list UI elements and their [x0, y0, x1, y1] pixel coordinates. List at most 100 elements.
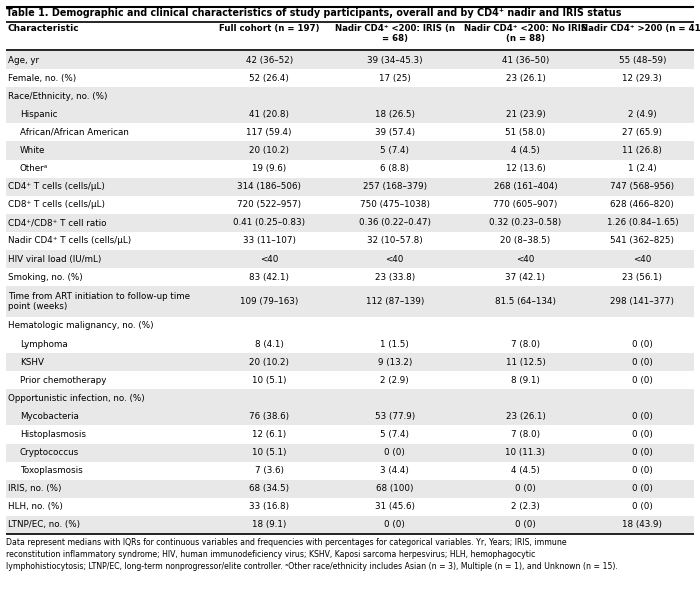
- Text: Smoking, no. (%): Smoking, no. (%): [8, 273, 83, 282]
- Bar: [6, 178, 694, 195]
- Text: 51 (58.0): 51 (58.0): [505, 128, 545, 137]
- Text: 5 (7.4): 5 (7.4): [380, 430, 410, 439]
- Text: 0 (0): 0 (0): [515, 520, 536, 529]
- Text: 0 (0): 0 (0): [632, 448, 653, 457]
- Text: 76 (38.6): 76 (38.6): [249, 412, 289, 421]
- Bar: [6, 250, 694, 268]
- Text: Race/Ethnicity, no. (%): Race/Ethnicity, no. (%): [8, 92, 108, 101]
- Text: 23 (26.1): 23 (26.1): [505, 73, 545, 83]
- Text: 1.26 (0.84–1.65): 1.26 (0.84–1.65): [606, 219, 678, 228]
- Text: 112 (87–139): 112 (87–139): [365, 297, 424, 306]
- Text: 41 (20.8): 41 (20.8): [249, 110, 289, 119]
- Text: 720 (522–957): 720 (522–957): [237, 200, 301, 209]
- Text: <40: <40: [517, 254, 535, 263]
- Text: 7 (8.0): 7 (8.0): [511, 430, 540, 439]
- Text: 7 (8.0): 7 (8.0): [511, 339, 540, 348]
- Text: 10 (11.3): 10 (11.3): [505, 448, 545, 457]
- Text: 109 (79–163): 109 (79–163): [240, 297, 298, 306]
- Text: 20 (8–38.5): 20 (8–38.5): [500, 237, 551, 245]
- Text: Full cohort (n = 197): Full cohort (n = 197): [219, 24, 319, 33]
- Text: Hispanic: Hispanic: [20, 110, 57, 119]
- Text: Opportunistic infection, no. (%): Opportunistic infection, no. (%): [8, 394, 145, 403]
- Text: Cryptococcus: Cryptococcus: [20, 448, 79, 457]
- Text: Nadir CD4⁺ <200: IRIS (n
= 68): Nadir CD4⁺ <200: IRIS (n = 68): [335, 24, 455, 43]
- Bar: [6, 389, 694, 407]
- Text: White: White: [20, 146, 46, 155]
- Text: Hematologic malignancy, no. (%): Hematologic malignancy, no. (%): [8, 322, 153, 330]
- Bar: [6, 444, 694, 462]
- Text: Nadir CD4⁺ T cells (cells/μL): Nadir CD4⁺ T cells (cells/μL): [8, 237, 132, 245]
- Text: 32 (10–57.8): 32 (10–57.8): [367, 237, 423, 245]
- Text: 31 (45.6): 31 (45.6): [374, 503, 414, 511]
- Text: 12 (6.1): 12 (6.1): [252, 430, 286, 439]
- Text: Lymphoma: Lymphoma: [20, 339, 68, 348]
- Text: Nadir CD4⁺ <200: No IRIS
(n = 88): Nadir CD4⁺ <200: No IRIS (n = 88): [464, 24, 587, 43]
- Text: <40: <40: [386, 254, 404, 263]
- Text: Characteristic: Characteristic: [8, 24, 80, 33]
- Text: 39 (34–45.3): 39 (34–45.3): [367, 56, 423, 64]
- Text: CD4⁺ T cells (cells/μL): CD4⁺ T cells (cells/μL): [8, 182, 105, 191]
- Text: Mycobacteria: Mycobacteria: [20, 412, 79, 421]
- Bar: [6, 214, 694, 232]
- Bar: [6, 516, 694, 534]
- Text: 0 (0): 0 (0): [632, 412, 653, 421]
- Text: 314 (186–506): 314 (186–506): [237, 182, 301, 191]
- Text: <40: <40: [260, 254, 279, 263]
- Bar: [6, 51, 694, 69]
- Text: LTNP/EC, no. (%): LTNP/EC, no. (%): [8, 520, 80, 529]
- Text: 0 (0): 0 (0): [632, 466, 653, 475]
- Text: 298 (141–377): 298 (141–377): [610, 297, 674, 306]
- Text: 6 (8.8): 6 (8.8): [380, 164, 410, 173]
- Text: 0 (0): 0 (0): [632, 430, 653, 439]
- Text: 257 (168–379): 257 (168–379): [363, 182, 427, 191]
- Text: 20 (10.2): 20 (10.2): [249, 146, 289, 155]
- Text: Table 1. Demographic and clinical characteristics of study participants, overall: Table 1. Demographic and clinical charac…: [6, 8, 622, 18]
- Text: 0 (0): 0 (0): [632, 484, 653, 493]
- Text: 268 (161–404): 268 (161–404): [494, 182, 557, 191]
- Text: 81.5 (64–134): 81.5 (64–134): [495, 297, 556, 306]
- Text: 628 (466–820): 628 (466–820): [610, 200, 674, 209]
- Text: 2 (2.9): 2 (2.9): [380, 376, 409, 385]
- Text: CD4⁺/CD8⁺ T cell ratio: CD4⁺/CD8⁺ T cell ratio: [8, 219, 106, 228]
- Text: Time from ART initiation to follow-up time
point (weeks): Time from ART initiation to follow-up ti…: [8, 292, 190, 311]
- Text: 33 (16.8): 33 (16.8): [249, 503, 289, 511]
- Text: 2 (4.9): 2 (4.9): [628, 110, 657, 119]
- Text: Histoplasmosis: Histoplasmosis: [20, 430, 86, 439]
- Bar: [6, 87, 694, 105]
- Text: 3 (4.4): 3 (4.4): [380, 466, 410, 475]
- Text: 27 (65.9): 27 (65.9): [622, 128, 662, 137]
- Text: 541 (362–825): 541 (362–825): [610, 237, 674, 245]
- Text: 33 (11–107): 33 (11–107): [243, 237, 295, 245]
- Text: 4 (4.5): 4 (4.5): [511, 466, 540, 475]
- Text: 0.41 (0.25–0.83): 0.41 (0.25–0.83): [233, 219, 305, 228]
- Text: African/African American: African/African American: [20, 128, 129, 137]
- Text: 12 (29.3): 12 (29.3): [622, 73, 662, 83]
- Text: 8 (9.1): 8 (9.1): [511, 376, 540, 385]
- Bar: [6, 141, 694, 160]
- Text: 53 (77.9): 53 (77.9): [374, 412, 415, 421]
- Text: 17 (25): 17 (25): [379, 73, 411, 83]
- Text: 0.36 (0.22–0.47): 0.36 (0.22–0.47): [358, 219, 430, 228]
- Text: 19 (9.6): 19 (9.6): [252, 164, 286, 173]
- Text: KSHV: KSHV: [20, 358, 44, 367]
- Text: HIV viral load (IU/mL): HIV viral load (IU/mL): [8, 254, 101, 263]
- Text: 0 (0): 0 (0): [632, 358, 653, 367]
- Bar: [6, 480, 694, 498]
- Text: 0 (0): 0 (0): [515, 484, 536, 493]
- Text: 52 (26.4): 52 (26.4): [249, 73, 289, 83]
- Text: CD8⁺ T cells (cells/μL): CD8⁺ T cells (cells/μL): [8, 200, 105, 209]
- Text: 5 (7.4): 5 (7.4): [380, 146, 410, 155]
- Text: 41 (36–50): 41 (36–50): [502, 56, 549, 64]
- Text: 11 (12.5): 11 (12.5): [505, 358, 545, 367]
- Text: 18 (9.1): 18 (9.1): [252, 520, 286, 529]
- Text: 18 (26.5): 18 (26.5): [374, 110, 414, 119]
- Text: 2 (2.3): 2 (2.3): [511, 503, 540, 511]
- Text: <40: <40: [634, 254, 652, 263]
- Text: 20 (10.2): 20 (10.2): [249, 358, 289, 367]
- Text: Prior chemotherapy: Prior chemotherapy: [20, 376, 106, 385]
- Text: 4 (4.5): 4 (4.5): [511, 146, 540, 155]
- Text: 83 (42.1): 83 (42.1): [249, 273, 289, 282]
- Text: HLH, no. (%): HLH, no. (%): [8, 503, 63, 511]
- Text: 68 (34.5): 68 (34.5): [249, 484, 289, 493]
- Text: 9 (13.2): 9 (13.2): [377, 358, 412, 367]
